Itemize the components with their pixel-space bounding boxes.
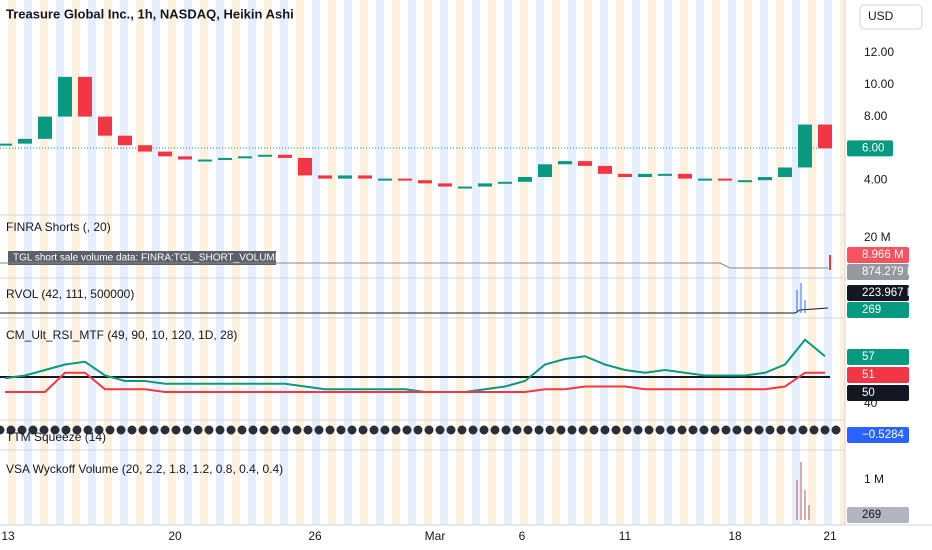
ttm-value: −0.5284 [862, 429, 904, 441]
candle [518, 177, 532, 182]
rvol-value-bg [847, 302, 909, 318]
candle [718, 178, 732, 181]
rsi-axis: 40 [864, 396, 878, 410]
candle [398, 178, 412, 181]
candle [258, 154, 272, 157]
price-tick-label: 12.00 [864, 45, 894, 59]
candle [538, 164, 552, 178]
finra-value: 874.279 K [862, 266, 915, 278]
rsi-value: 51 [862, 369, 875, 381]
candle [238, 156, 252, 159]
finra-value-bg [847, 264, 909, 280]
candle [658, 173, 672, 176]
rsi-value-bg [847, 385, 909, 401]
ttm-value-bg [847, 427, 909, 443]
candle [318, 175, 332, 179]
rsi-value: 50 [862, 387, 875, 399]
rvol-bars [796, 283, 806, 313]
time-label: 20 [168, 529, 182, 543]
candle [0, 143, 12, 146]
candle [58, 76, 72, 117]
candle [778, 167, 792, 178]
candle [698, 178, 712, 181]
price-tick-label: 8.00 [864, 109, 888, 123]
rvol-value-bg [847, 285, 909, 301]
rsi-value: 57 [862, 351, 875, 363]
candle [678, 173, 692, 179]
time-label: 11 [619, 529, 632, 543]
finra-value-bg [847, 247, 909, 263]
currency-button[interactable] [859, 4, 923, 30]
candle [758, 177, 772, 181]
rsi-signal [5, 371, 825, 393]
candle [18, 138, 32, 144]
time-label: 21 [823, 529, 837, 543]
rsi-label: CM_Ult_RSI_MTF (49, 90, 10, 120, 1D, 28) [6, 328, 237, 342]
vsa-value-bg [847, 507, 909, 523]
rsi-value-bg [847, 349, 909, 365]
title: Treasure Global Inc., 1h, NASDAQ, Heikin… [6, 6, 294, 21]
time-label: 6 [519, 529, 526, 543]
time-label: 18 [728, 529, 742, 543]
candle [138, 145, 152, 152]
time-label: Mar [425, 529, 446, 543]
candle [738, 180, 752, 183]
candle [118, 135, 132, 146]
candle [478, 183, 492, 187]
rsi-line [4, 338, 826, 393]
candle [438, 183, 452, 187]
candle [618, 173, 632, 178]
vsa-bars [796, 462, 810, 520]
candle [558, 161, 572, 165]
last-price-bg [847, 140, 893, 157]
candle [798, 124, 812, 168]
candle [498, 181, 512, 184]
ttm-label: TTM Squeeze (14) [6, 430, 106, 444]
rvol-line [0, 307, 829, 314]
candle [198, 159, 212, 162]
finra-label: FINRA Shorts (, 20) [6, 220, 111, 234]
time-label: 26 [308, 529, 322, 543]
candle [598, 165, 612, 174]
candle [578, 161, 592, 166]
candle [378, 178, 392, 181]
candle [178, 156, 192, 160]
rvol-value: 269 [862, 304, 881, 316]
price-tick-label: 10.00 [864, 77, 894, 91]
candle [418, 180, 432, 184]
candle [158, 151, 172, 157]
candle [458, 186, 472, 189]
rsi-value-bg [847, 367, 909, 383]
finra-tooltip: TGL short sale volume data: FINRA:TGL_SH… [13, 253, 282, 264]
finra-line [0, 262, 828, 269]
vsa-axis: 1 M [864, 472, 884, 486]
candle [818, 124, 832, 149]
candle [98, 116, 112, 136]
vsa-value: 269 [862, 509, 881, 521]
finra-axis: 20 M [864, 230, 891, 244]
candle [38, 116, 52, 139]
candle [78, 76, 92, 117]
currency: USD [868, 9, 894, 23]
last-price: 6.00 [862, 142, 884, 154]
time-label: 13 [1, 529, 15, 543]
vsa-label: VSA Wyckoff Volume (20, 2.2, 1.8, 1.2, 0… [6, 462, 283, 476]
finra-value: 8.966 M [862, 249, 904, 261]
candle [278, 154, 292, 158]
rvol-label: RVOL (42, 111, 500000) [6, 287, 134, 301]
candle [298, 157, 312, 176]
pane-separators [0, 0, 932, 526]
candle [638, 173, 652, 178]
candle [218, 157, 232, 160]
candle [358, 175, 372, 179]
price-tick-label: 4.00 [864, 172, 888, 186]
rvol-value: 223.967 K [862, 287, 915, 299]
tooltip-bg [8, 251, 276, 265]
candle [338, 175, 352, 179]
